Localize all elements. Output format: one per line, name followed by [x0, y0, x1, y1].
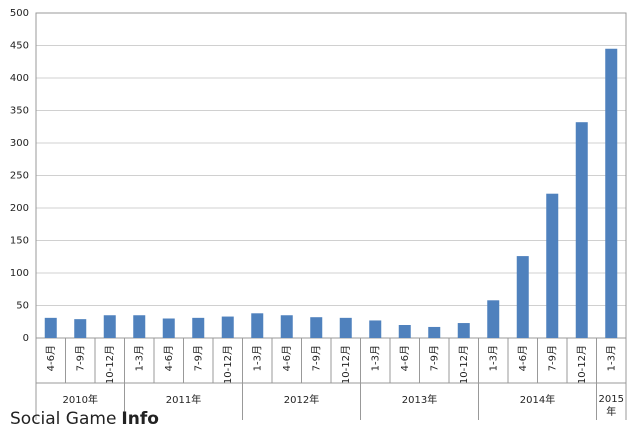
bar	[516, 256, 529, 338]
watermark: Social Game	[10, 409, 116, 429]
bar	[428, 326, 441, 338]
y-tick-label: 200	[10, 203, 29, 214]
x-tick-label: 10-12月	[576, 345, 588, 384]
bar	[546, 193, 559, 338]
bar	[280, 315, 293, 338]
y-tick-label: 300	[10, 138, 29, 149]
x-tick-label: 7-9月	[74, 345, 86, 371]
bar	[605, 48, 618, 338]
bar	[74, 319, 87, 338]
year-label: 2011年	[165, 395, 202, 406]
y-tick-label: 150	[10, 236, 29, 247]
x-tick-label: 4-6月	[399, 345, 411, 371]
x-tick-label: 1-3月	[487, 345, 499, 371]
x-tick-label: 1-3月	[605, 345, 617, 371]
x-tick-label: 1-3月	[251, 345, 263, 371]
year-label: 2014年	[519, 395, 556, 406]
bar	[575, 122, 588, 338]
y-tick-label: 100	[10, 268, 29, 279]
bar	[251, 313, 264, 338]
year-label: 2010年	[62, 395, 98, 406]
bar	[457, 323, 470, 338]
x-tick-label: 4-6月	[281, 345, 293, 371]
bar	[310, 317, 323, 338]
y-tick-label: 50	[16, 301, 29, 312]
bar	[369, 320, 382, 338]
y-tick-label: 0	[23, 333, 29, 344]
x-tick-label: 10-12月	[340, 345, 352, 384]
y-tick-label: 250	[10, 171, 29, 182]
y-tick-label: 400	[10, 73, 29, 84]
x-tick-label: 4-6月	[517, 345, 529, 371]
bar	[398, 325, 411, 338]
bar	[221, 316, 234, 338]
x-tick-label: 1-3月	[133, 345, 145, 371]
y-tick-label: 450	[10, 41, 29, 52]
year-label: 2013年	[401, 395, 438, 406]
watermark: Info	[121, 409, 159, 429]
bar	[192, 317, 205, 338]
year-label: 2015年	[598, 394, 624, 418]
bar	[133, 315, 146, 338]
x-tick-label: 4-6月	[163, 345, 175, 371]
y-tick-label: 500	[10, 8, 29, 19]
bar	[103, 315, 116, 338]
y-tick-label: 350	[10, 106, 29, 117]
bar	[44, 317, 57, 338]
x-tick-label: 7-9月	[546, 345, 558, 371]
bar	[162, 318, 175, 338]
x-tick-label: 10-12月	[222, 345, 234, 384]
x-tick-label: 7-9月	[192, 345, 204, 371]
x-tick-label: 10-12月	[104, 345, 116, 384]
year-label: 2012年	[283, 395, 320, 406]
x-tick-label: 4-6月	[45, 345, 57, 371]
bar	[339, 317, 352, 338]
x-tick-label: 10-12月	[458, 345, 470, 384]
x-tick-label: 1-3月	[369, 345, 381, 371]
x-tick-label: 7-9月	[310, 345, 322, 371]
x-tick-label: 7-9月	[428, 345, 440, 371]
bar	[487, 300, 500, 338]
